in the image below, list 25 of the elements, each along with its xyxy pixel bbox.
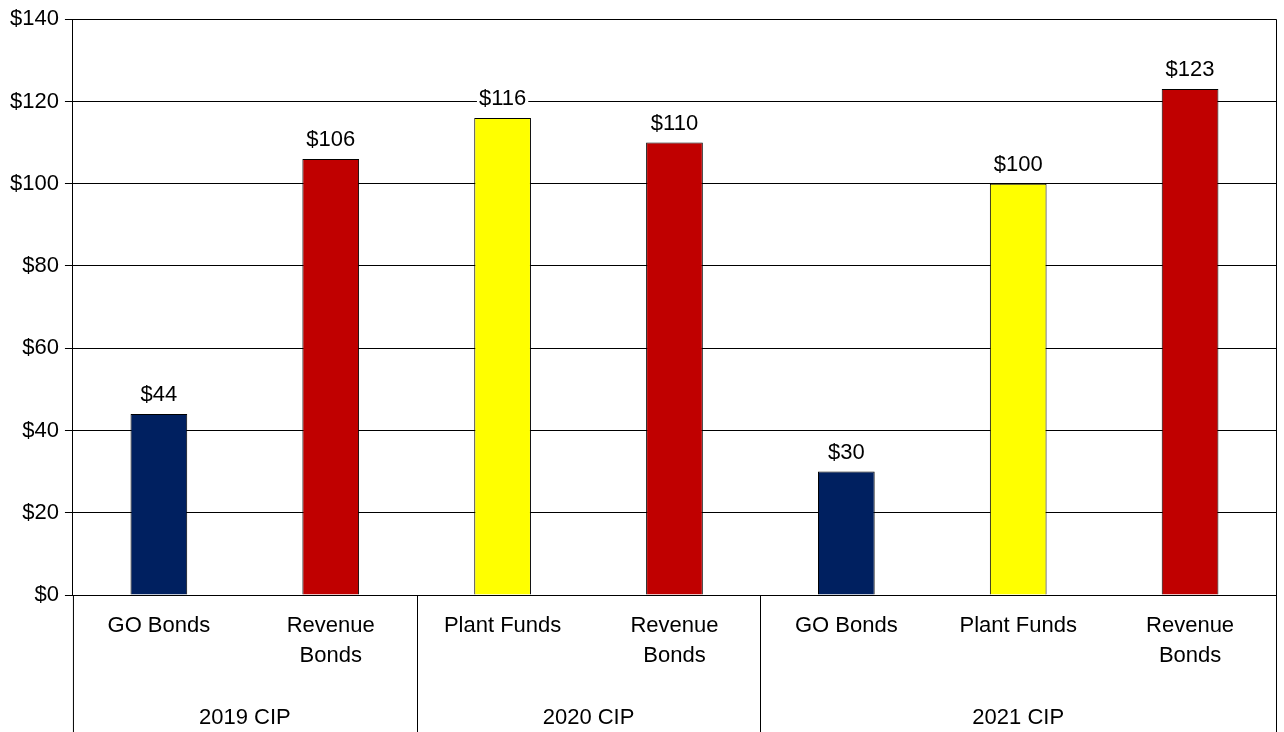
text: 2020 CIP [542,704,635,730]
data-label: $30 [827,438,865,464]
data-label: $44 [140,381,178,407]
data-label: $116 [478,84,527,110]
y-tick-label: $80 [22,252,59,278]
data-label: $100 [993,150,1043,176]
y-tick-label: $20 [22,498,59,524]
y-tick-label: $100 [9,169,59,195]
x-tick-label: GO Bonds [107,612,211,638]
x-tick-label: Revenue Bonds [286,612,375,668]
x-tick-label: Revenue Bonds [630,612,719,668]
x-tick-label: Revenue Bonds [1146,612,1235,668]
y-tick-label: $40 [22,416,59,442]
text: 2019 CIP [198,704,291,730]
x-tick-label: Plant Funds [443,612,562,638]
data-label: $106 [306,126,356,152]
x-tick-label: GO Bonds [794,612,898,638]
text: 2021 CIP [972,704,1065,730]
y-tick-label: $120 [9,87,59,113]
y-tick-label: $140 [9,5,59,31]
y-tick-label: $0 [34,581,59,607]
x-tick-label: Plant Funds [959,612,1077,638]
data-label: $110 [650,109,699,135]
data-label: $123 [1165,56,1215,82]
y-tick-label: $60 [22,334,59,360]
